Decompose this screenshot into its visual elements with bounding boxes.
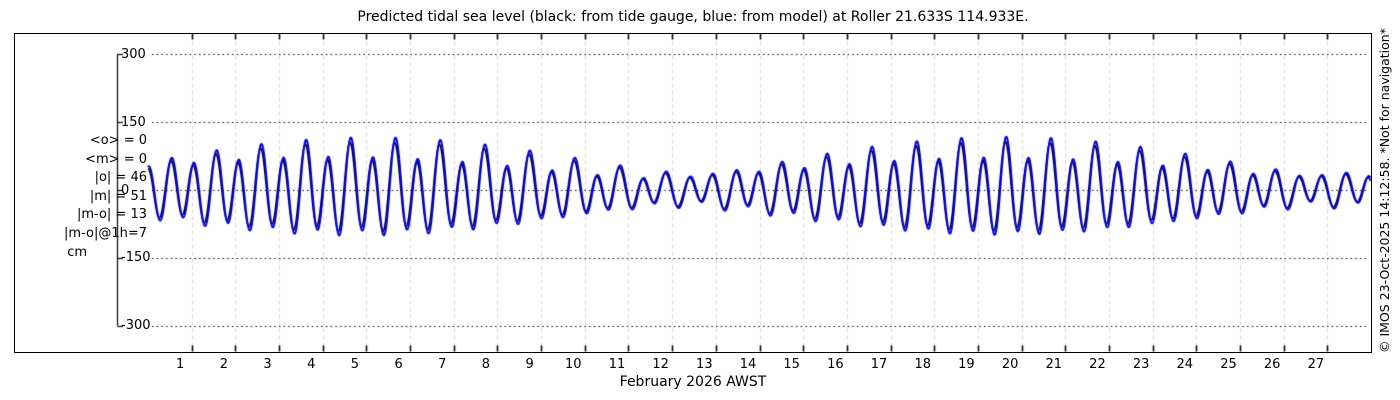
x-tick-label: 24 [1176,357,1194,372]
y-tick-label: -150 [121,250,151,266]
x-tick-label: 2 [219,357,228,372]
y-tick-label: 0 [121,182,130,198]
x-tick-label: 27 [1307,357,1325,372]
x-tick-label: 26 [1263,357,1281,372]
x-tick-label: 18 [914,357,931,372]
x-tick-label: 23 [1132,357,1150,372]
x-axis-label: February 2026 AWST [619,374,767,390]
x-tick-label: 6 [394,357,403,372]
x-tick-label: 13 [696,357,713,372]
x-tick-label: 3 [263,357,272,372]
x-tick-label: 9 [525,357,534,372]
x-tick-label: 20 [1001,357,1019,372]
y-tick-label: 150 [121,114,146,130]
stat-abs-model: |m| = 51 [89,188,147,204]
stat-abs-diff-1h: |m-o|@1h=7 [64,225,147,241]
stat-mean-model: <m> = 0 [85,151,147,167]
x-tick-label: 7 [438,357,447,372]
x-tick-label: 16 [827,357,844,372]
x-tick-label: 15 [783,357,800,372]
x-tick-label: 19 [958,357,975,372]
x-tick-label: 17 [870,357,888,372]
plot-frame [14,33,1372,353]
x-tick-label: 8 [481,357,491,372]
x-tick-label: 1 [176,357,185,372]
x-tick-label: 14 [739,357,757,372]
x-tick-label: 25 [1220,357,1237,372]
y-tick-label: 300 [121,46,146,62]
x-tick-label: 11 [608,357,626,372]
stat-abs-observed: |o| = 46 [94,170,147,186]
credit-vertical-text: © IMOS 23-Oct-2025 14:12:58. *Not for na… [1377,28,1392,353]
x-tick-label: 4 [307,357,316,372]
x-tick-label: 21 [1045,357,1063,372]
chart-title: Predicted tidal sea level (black: from t… [357,9,1029,25]
y-tick-label: -300 [121,318,151,334]
x-tick-label: 10 [565,357,582,372]
stats-block: <o> = 0 <m> = 0 |o| = 46 |m| = 51 |m-o| … [18,132,147,262]
x-tick-label: 12 [652,357,669,372]
stat-abs-diff: |m-o| = 13 [76,207,147,223]
stat-mean-observed: <o> = 0 [89,133,147,148]
x-tick-label: 5 [350,357,360,372]
x-tick-label: 22 [1089,357,1106,372]
stat-units: cm [67,244,87,260]
